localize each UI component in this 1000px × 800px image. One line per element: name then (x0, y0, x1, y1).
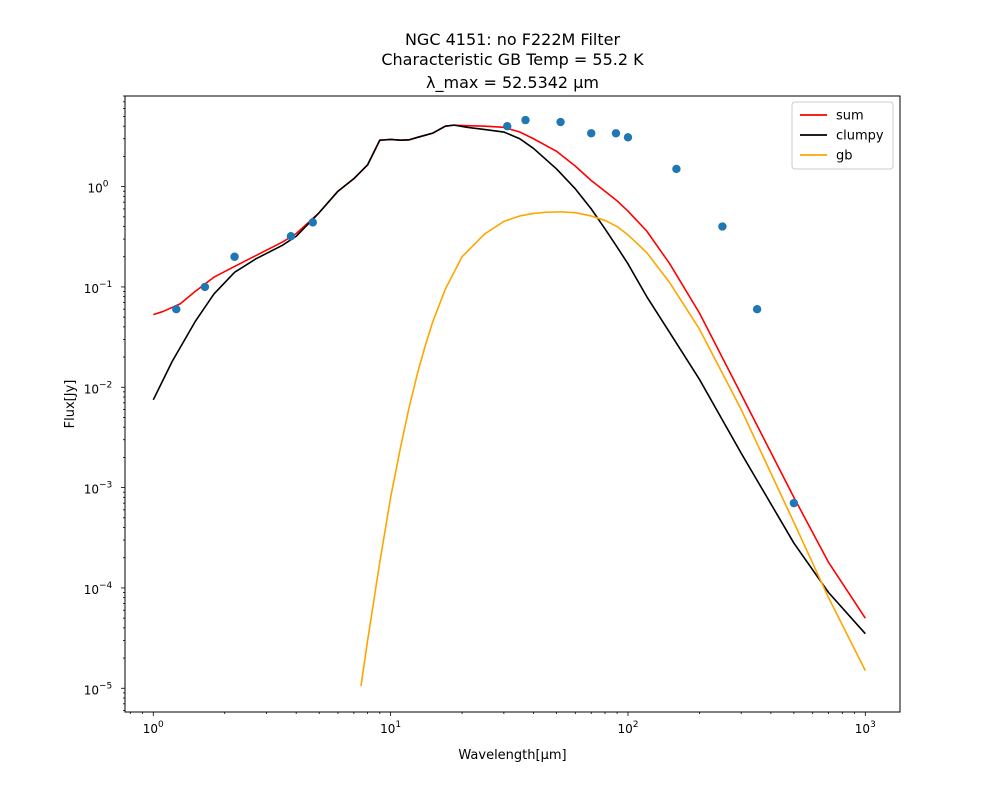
data-point (521, 115, 530, 125)
legend: sum clumpy gb (791, 101, 894, 170)
data-point (789, 498, 799, 508)
x-tick-label: 102 (617, 720, 638, 736)
data-point (556, 117, 565, 127)
y-tick-label: 10−3 (84, 481, 113, 497)
data-point (623, 133, 633, 142)
y-axis-label: Flux[Jy] (63, 380, 78, 429)
x-tick-label: 103 (855, 720, 876, 736)
x-axis-label: Wavelength[μm] (458, 748, 566, 763)
x-axis: 100 101 102 103 (129, 712, 876, 736)
series-line-sum (153, 124, 866, 619)
data-point (200, 282, 210, 292)
plot-frame (124, 95, 901, 713)
legend-label-sum: sum (836, 109, 864, 124)
legend-label-clumpy: clumpy (836, 129, 884, 144)
x-tick-label: 101 (380, 720, 401, 736)
y-tick-label: 10−2 (84, 380, 113, 396)
data-point (503, 122, 512, 131)
series-line-clumpy (152, 124, 866, 635)
data-point (752, 305, 762, 314)
chart-title-line-1: NGC 4151: no F222M Filter (405, 30, 621, 49)
data-points-layer (172, 115, 799, 508)
legend-items: sum clumpy gb (800, 109, 884, 164)
data-point (672, 164, 681, 174)
legend-box (791, 101, 894, 170)
x-tick-label: 100 (143, 720, 164, 736)
data-point (718, 222, 727, 231)
data-point (286, 232, 296, 241)
data-point (230, 252, 239, 261)
y-tick-label: 10−4 (84, 581, 113, 597)
chart-title-line-2: Characteristic GB Temp = 55.2 K (381, 50, 644, 69)
data-point (611, 129, 621, 138)
chart-title-line-3: λ_max = 52.5342 μm (426, 73, 599, 93)
series-line-gb (360, 211, 867, 687)
plot-area (124, 95, 901, 713)
data-point (308, 218, 318, 227)
y-tick-label: 100 (87, 180, 108, 196)
legend-label-gb: gb (836, 149, 853, 164)
series-layer (152, 124, 867, 687)
y-axis: 10−5 10−4 10−3 10−2 10−1 100 (84, 95, 125, 711)
chart-title: NGC 4151: no F222M Filter Characteristic… (381, 30, 644, 93)
y-tick-label: 10−1 (84, 280, 113, 296)
data-point (587, 129, 596, 138)
data-point (172, 305, 181, 314)
y-tick-label: 10−5 (84, 681, 113, 697)
